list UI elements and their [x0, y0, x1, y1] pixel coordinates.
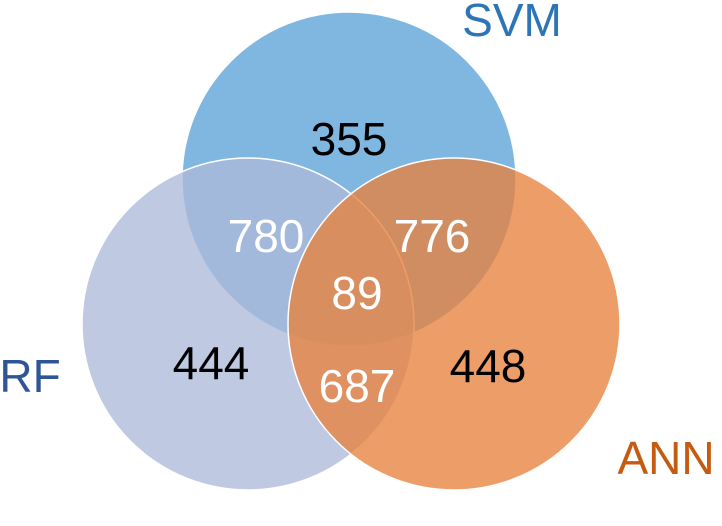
region-count: 780 [228, 210, 305, 262]
region-count: 444 [173, 337, 250, 389]
set-circle [287, 157, 621, 491]
region-count: 776 [394, 210, 471, 262]
region-count: 448 [450, 340, 527, 392]
set-label: RF [0, 350, 61, 402]
region-count: 355 [311, 113, 388, 165]
region-count: 687 [319, 360, 396, 412]
set-label: ANN [617, 432, 714, 484]
set-label: SVM [462, 0, 562, 46]
region-count: 89 [331, 267, 382, 319]
